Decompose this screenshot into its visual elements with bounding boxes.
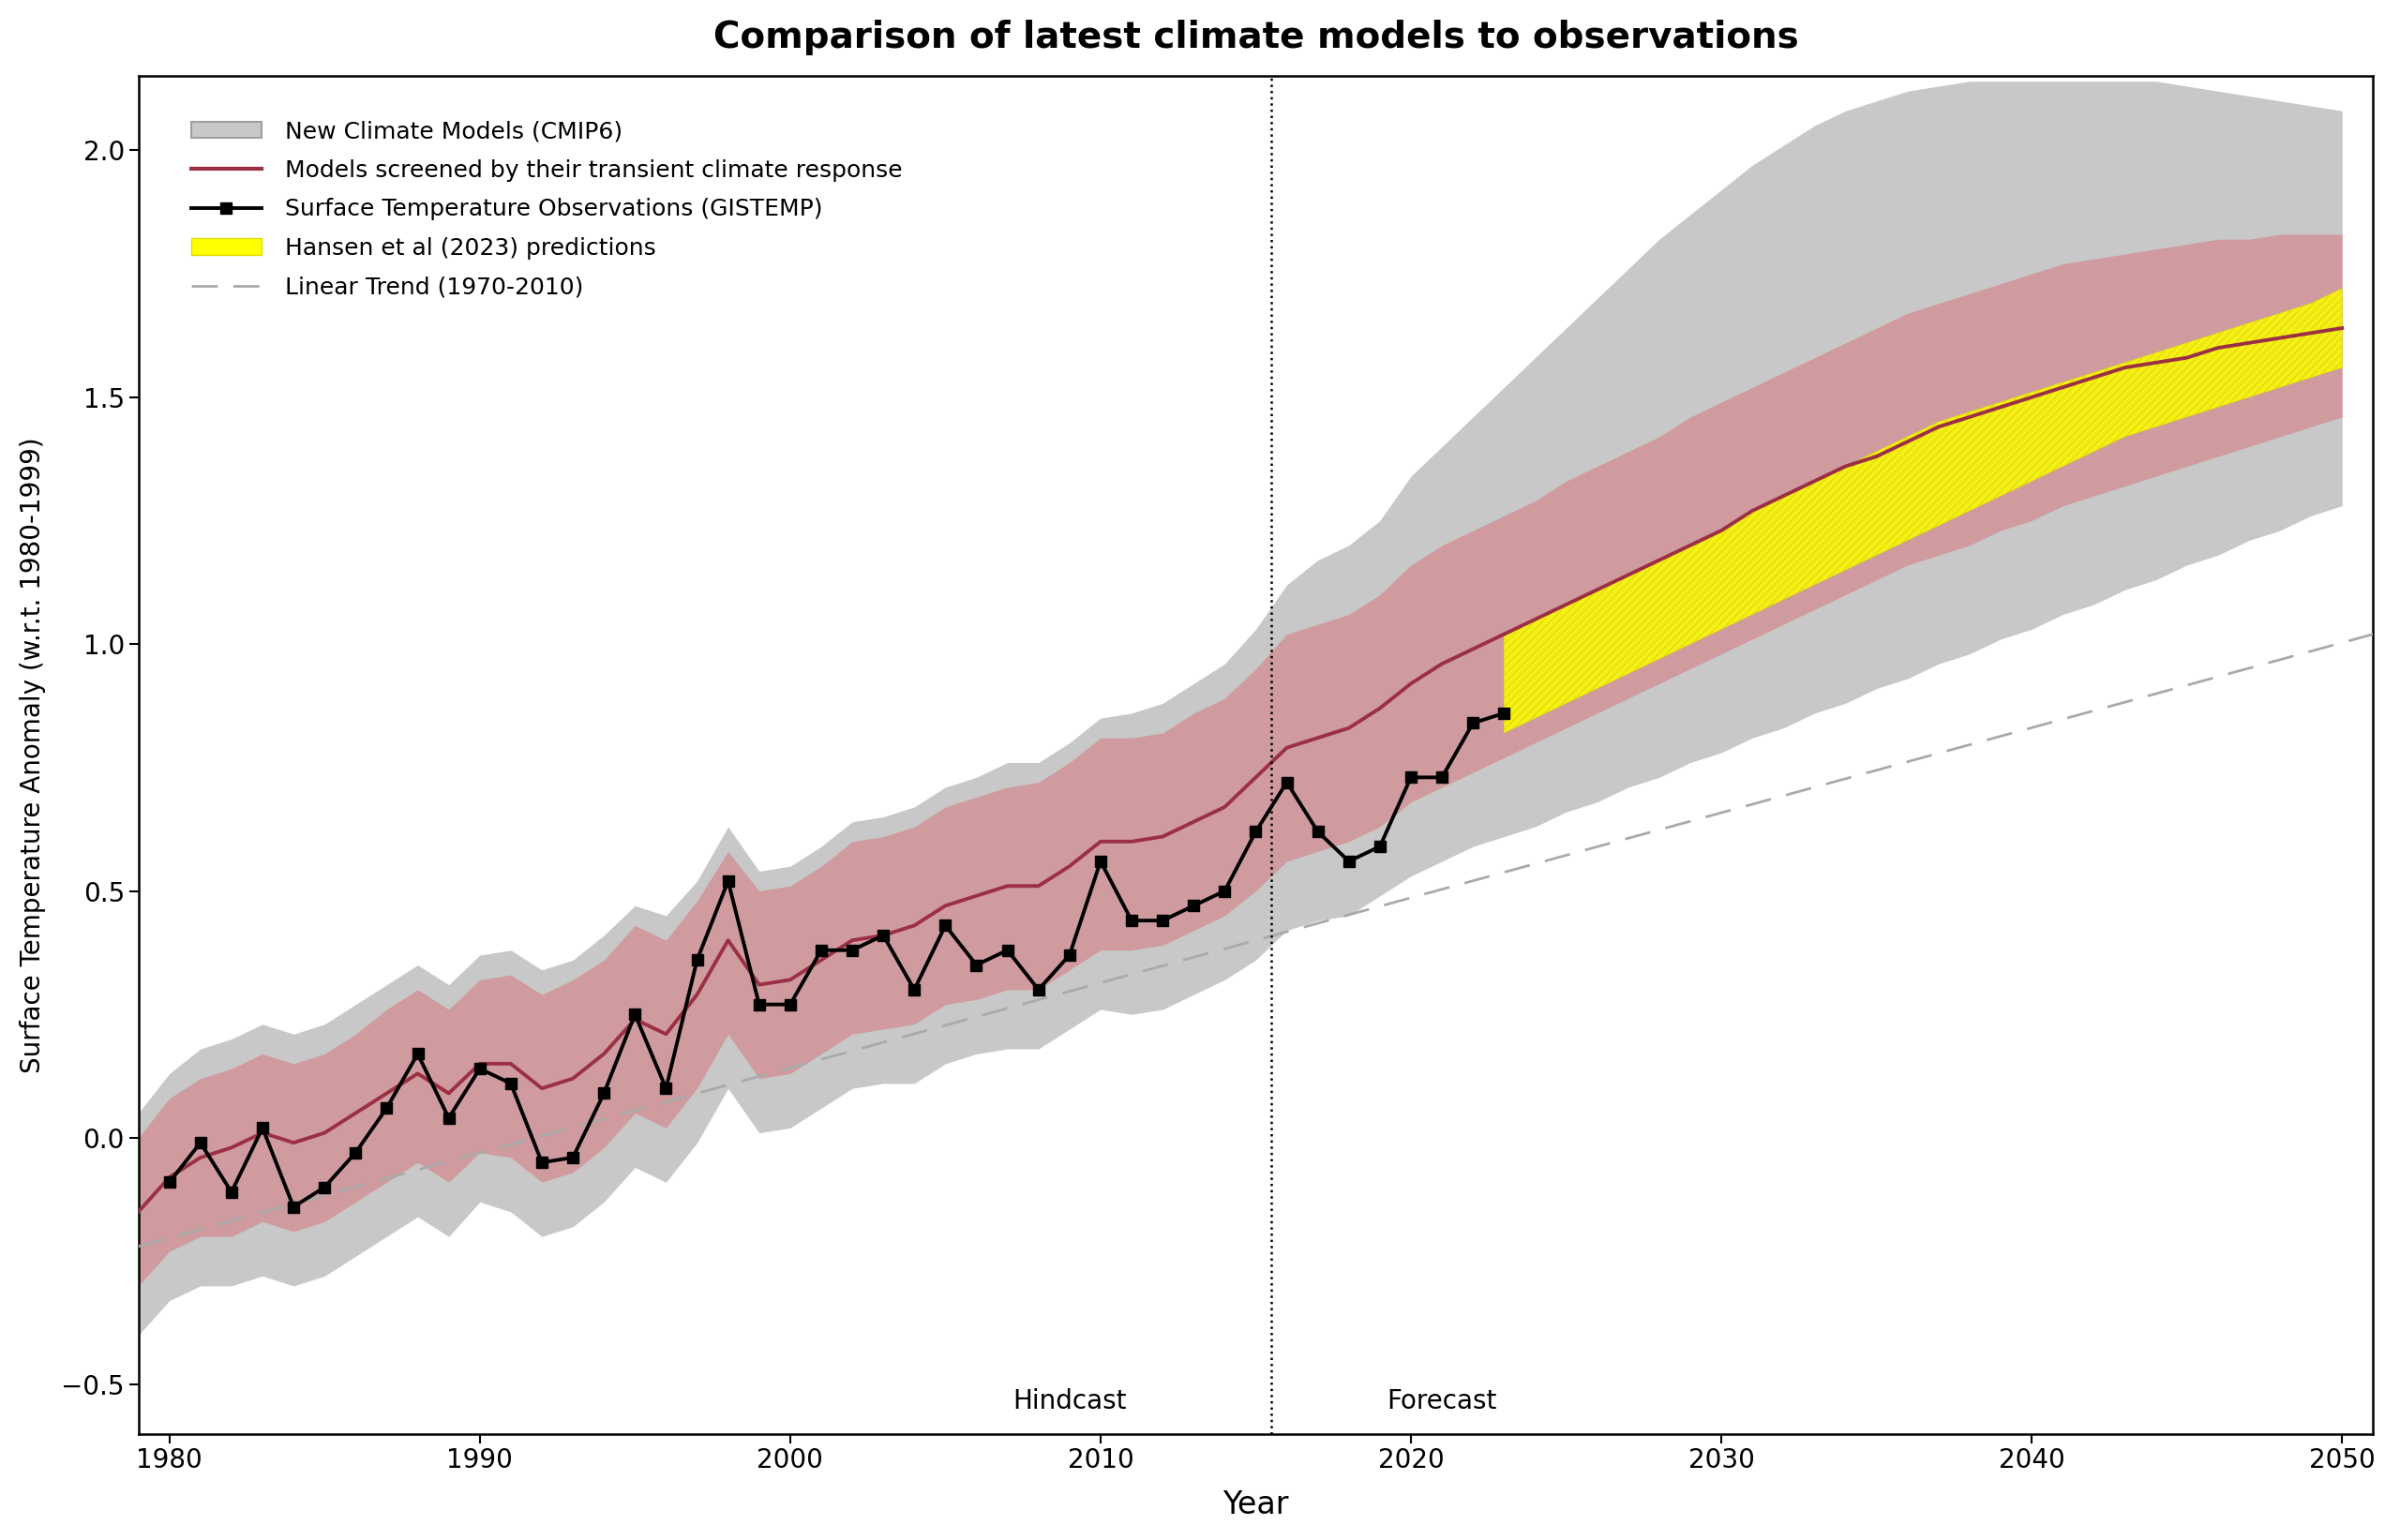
Legend: New Climate Models (CMIP6), Models screened by their transient climate response,: New Climate Models (CMIP6), Models scree… (173, 102, 922, 317)
Text: Hindcast: Hindcast (1013, 1388, 1126, 1414)
Y-axis label: Surface Temperature Anomaly (w.r.t. 1980-1999): Surface Temperature Anomaly (w.r.t. 1980… (19, 437, 46, 1073)
X-axis label: Year: Year (1222, 1489, 1289, 1520)
Title: Comparison of latest climate models to observations: Comparison of latest climate models to o… (713, 20, 1798, 55)
Text: Forecast: Forecast (1387, 1388, 1498, 1414)
